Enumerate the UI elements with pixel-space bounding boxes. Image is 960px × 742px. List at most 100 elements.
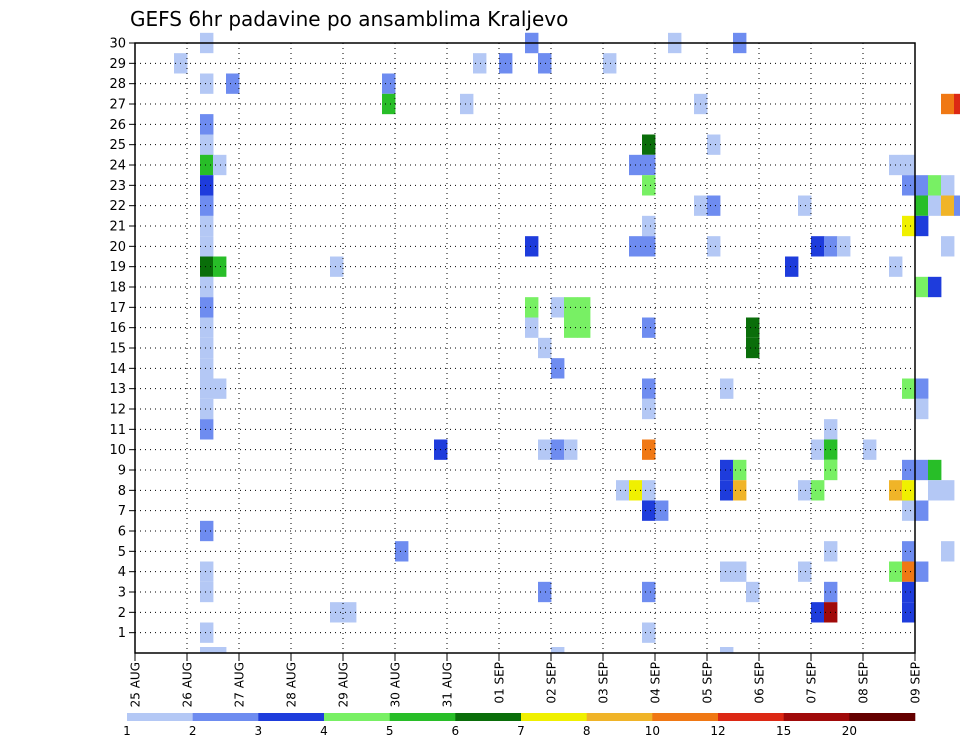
heatmap-cell [200, 256, 214, 277]
heatmap-cell [707, 195, 721, 216]
heatmap-cell [200, 195, 214, 216]
y-tick-label: 11 [109, 423, 126, 438]
heatmap-cell [200, 215, 214, 237]
heatmap-cell [200, 276, 214, 298]
heatmap-cell [902, 541, 916, 562]
y-tick-label: 16 [109, 321, 126, 336]
legend-tick-label: 8 [583, 724, 591, 738]
heatmap-cell [655, 500, 669, 521]
heatmap-cell [525, 297, 539, 318]
heatmap-cell [915, 378, 929, 399]
heatmap-cell [200, 337, 214, 359]
y-tick-label: 27 [109, 98, 126, 113]
x-tick-label: 25 AUG [129, 662, 143, 707]
heatmap-cell [642, 236, 656, 257]
heatmap-cell [902, 480, 916, 501]
heatmap-cell [954, 93, 960, 115]
y-tick-label: 13 [109, 382, 126, 397]
heatmap-cell [551, 358, 565, 379]
legend-tick-label: 12 [710, 724, 725, 738]
heatmap-cell [200, 647, 214, 653]
heatmap-cell [200, 520, 214, 542]
heatmap-cell [200, 419, 214, 440]
y-tick-label: 17 [109, 301, 126, 316]
heatmap-cell [525, 236, 539, 257]
y-tick-label: 19 [109, 260, 126, 275]
x-tick-label: 29 AUG [337, 662, 351, 707]
y-tick-label: 14 [109, 362, 126, 377]
heatmap-cell [746, 337, 760, 359]
y-tick-label: 7 [118, 504, 126, 519]
heatmap-cell [551, 647, 565, 653]
data-cells [174, 32, 960, 653]
heatmap-cell [902, 215, 916, 237]
heatmap-cell [200, 175, 214, 196]
heatmap-cell [902, 602, 916, 623]
heatmap-cell [915, 195, 929, 216]
heatmap-cell [538, 337, 552, 359]
heatmap-cell [928, 276, 942, 298]
y-tick-label: 30 [109, 37, 126, 52]
heatmap-cell [746, 581, 760, 603]
heatmap-cell [200, 561, 214, 582]
y-tick-label: 22 [109, 199, 126, 214]
legend-swatch [718, 713, 784, 721]
heatmap-cell [798, 561, 812, 582]
heatmap-cell [577, 317, 591, 338]
heatmap-cell [200, 297, 214, 318]
heatmap-cell [603, 53, 617, 74]
heatmap-cell [915, 459, 929, 481]
y-tick-label: 26 [109, 118, 126, 133]
legend-tick-label: 7 [517, 724, 525, 738]
legend-tick-label: 20 [842, 724, 857, 738]
heatmap-cell [798, 195, 812, 216]
heatmap-cell [200, 134, 214, 155]
heatmap-cell [642, 175, 656, 196]
legend-swatch [192, 713, 259, 721]
x-tick-label: 30 AUG [389, 662, 403, 707]
y-tick-label: 28 [109, 77, 126, 92]
heatmap-cell [902, 561, 916, 582]
x-tick-label: 05 SEP [701, 662, 715, 704]
y-tick-label: 2 [118, 606, 126, 621]
heatmap-cell [902, 500, 916, 521]
heatmap-cell [200, 581, 214, 603]
x-tick-label: 27 AUG [233, 662, 247, 707]
heatmap-cell [473, 53, 487, 74]
color-legend: 1 2 3 4 5 6 7 8 10 12 15 20 [123, 713, 916, 738]
heatmap-cell [915, 561, 929, 582]
x-tick-label: 31 AUG [441, 662, 455, 707]
y-tick-label: 15 [109, 342, 126, 357]
heatmap-cell [915, 215, 929, 237]
heatmap-cell [720, 378, 734, 399]
heatmap-cell [642, 215, 656, 237]
heatmap-cell [213, 256, 227, 277]
x-tick-label: 06 SEP [753, 662, 767, 704]
heatmap-cell [785, 256, 799, 277]
heatmap-cell [915, 175, 929, 196]
heatmap-cell [642, 581, 656, 603]
heatmap-cell [642, 154, 656, 176]
heatmap-cell [941, 541, 955, 562]
heatmap-cell [642, 317, 656, 338]
y-tick-label: 25 [109, 138, 126, 153]
heatmap-cell [798, 480, 812, 501]
heatmap-cell [941, 236, 955, 257]
heatmap-cell [902, 378, 916, 399]
y-tick-label: 23 [109, 179, 126, 194]
heatmap-cell [720, 459, 734, 481]
heatmap-cell [642, 500, 656, 521]
heatmap-cell [642, 439, 656, 460]
heatmap-cell [837, 236, 851, 257]
heatmap-cell [941, 175, 955, 196]
legend-swatch [389, 713, 456, 721]
legend-tick-label: 1 [123, 724, 131, 738]
heatmap-cell [200, 317, 214, 338]
heatmap-cell [538, 439, 552, 460]
x-tick-label: 01 SEP [493, 662, 507, 704]
y-tick-label: 1 [118, 626, 126, 641]
y-tick-label: 20 [109, 240, 126, 255]
legend-swatch [521, 713, 587, 721]
heatmap-cell [395, 541, 409, 562]
